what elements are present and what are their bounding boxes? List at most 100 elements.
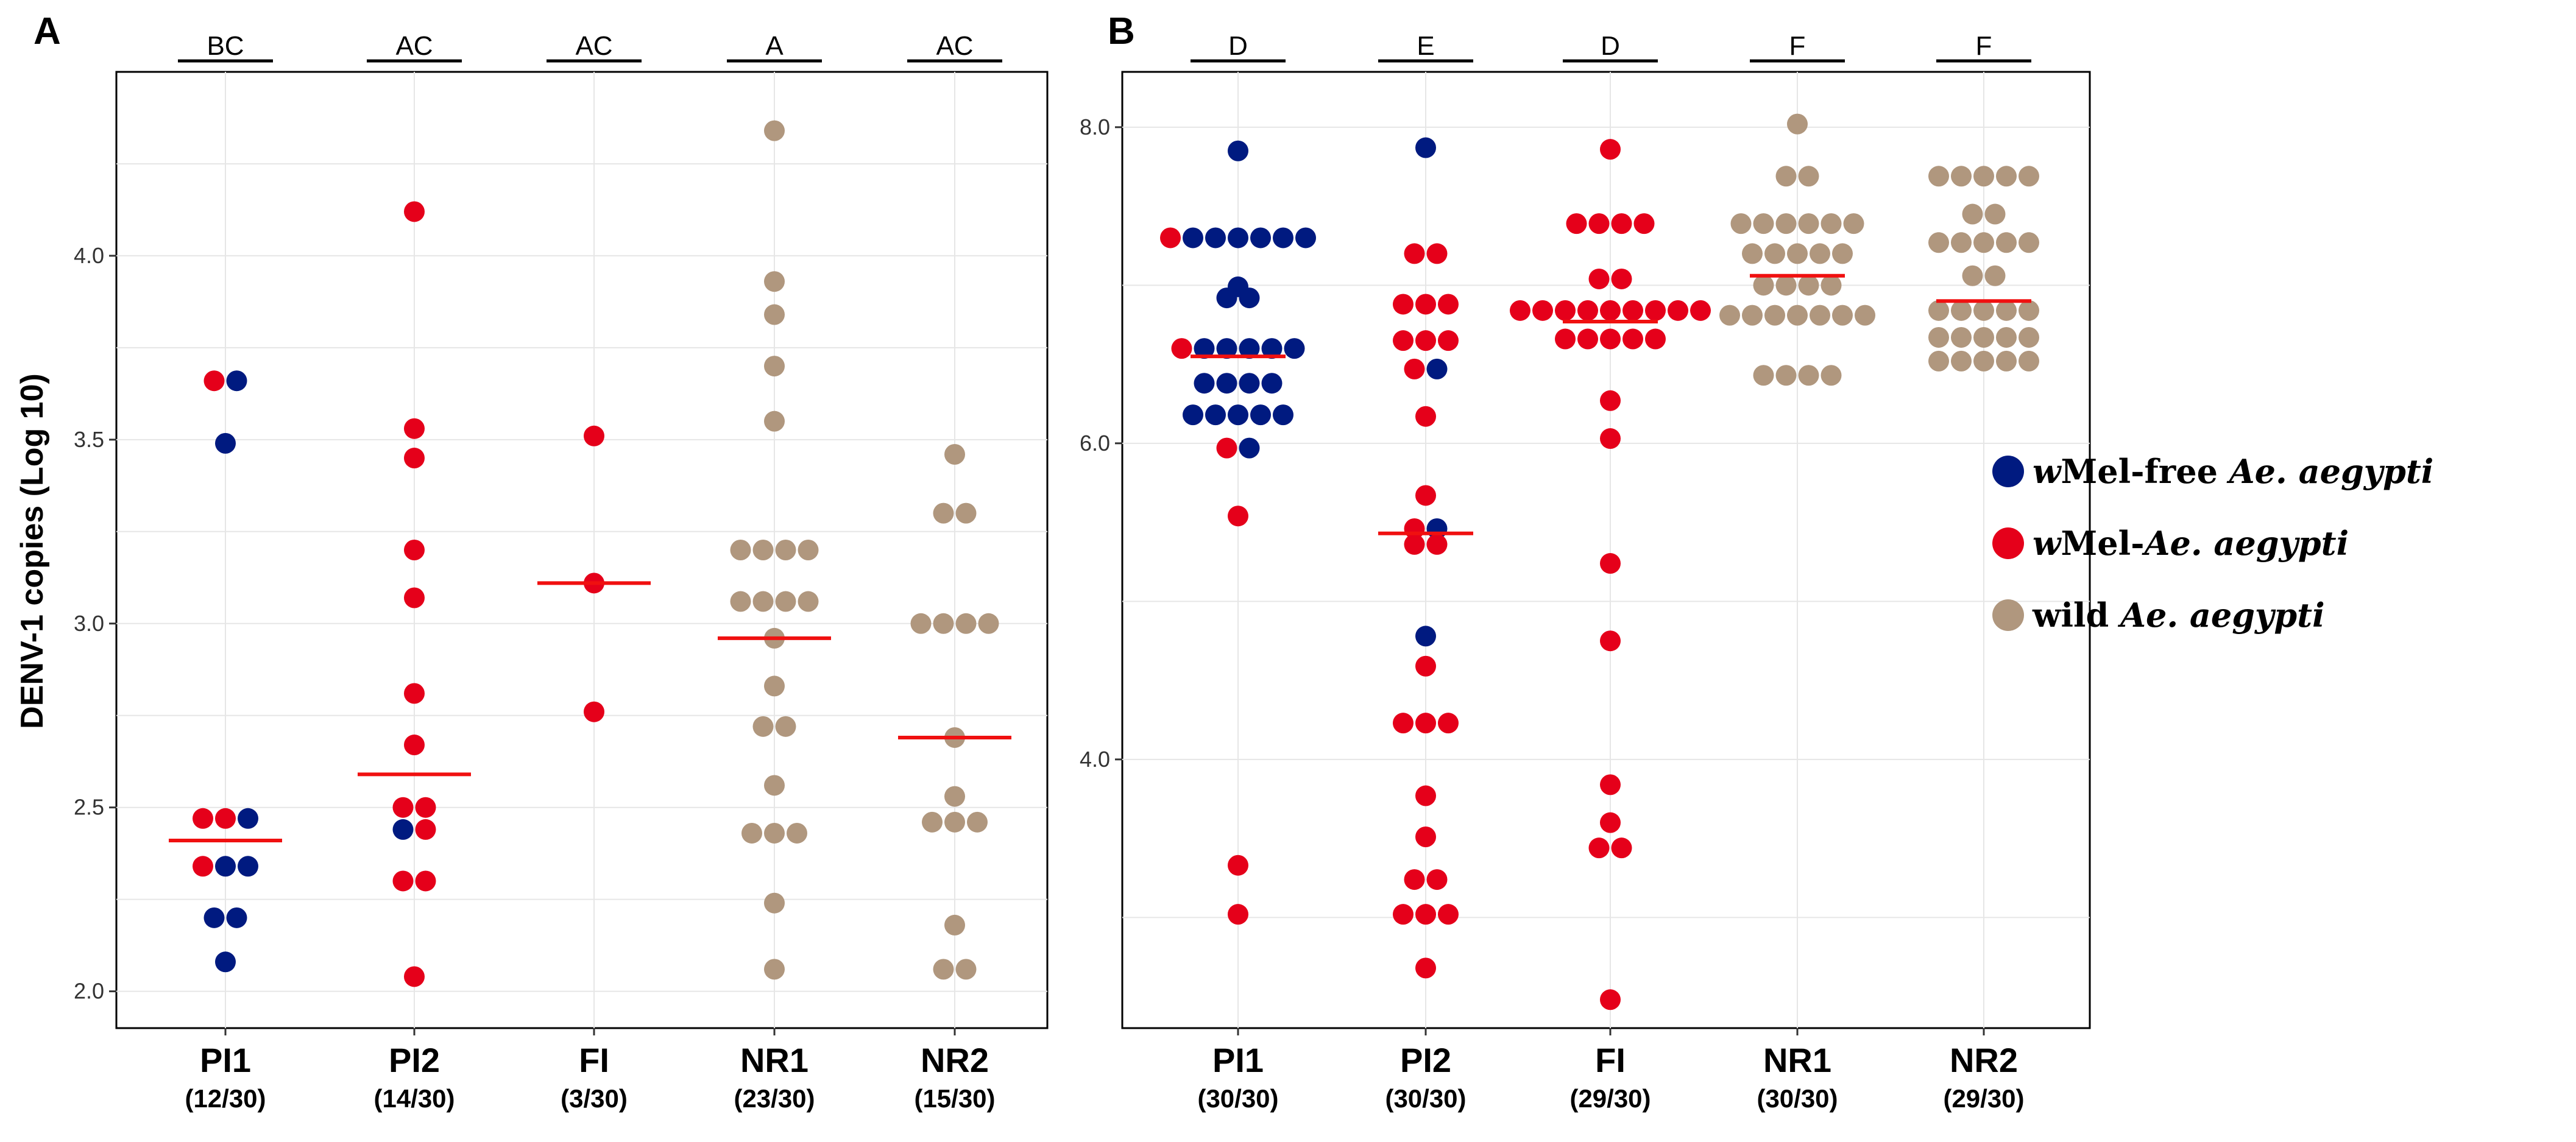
panel-b-nr2-point xyxy=(2019,300,2039,321)
panel-b-nr1-point xyxy=(1730,213,1752,234)
panel-b-nr1-point xyxy=(1753,275,1774,296)
panel-a-nr1-point xyxy=(798,540,819,560)
panel-b-pi1-point xyxy=(1250,227,1271,248)
panel-a-y-tick-label: 2.0 xyxy=(74,979,104,1004)
panel-b-pi1-point xyxy=(1216,287,1237,309)
panel-b-nr2-point xyxy=(1928,350,1949,372)
panel-a-letter: A xyxy=(34,10,61,52)
panel-a-nr2-point xyxy=(955,959,977,980)
panel-b-fi-point xyxy=(1600,139,1621,160)
panel-b-pi2-point xyxy=(1438,713,1459,734)
panel-b-fi-point xyxy=(1600,300,1621,321)
panel-a-pi2-point xyxy=(404,201,425,222)
panel-b-pi2-point xyxy=(1415,485,1436,506)
panel-b-pi2-point xyxy=(1393,294,1414,315)
panel-b-nr1-point xyxy=(1719,305,1740,326)
panel-b-fi-point xyxy=(1622,328,1643,350)
panel-b-pi1-point xyxy=(1194,373,1215,394)
panel-b: B 4.0 6.0 8.0 D PI1 (30/30) E PI2 (30/30) D FI (29/… xyxy=(1080,10,2091,1113)
y-axis-label: DENV-1 copies (Log 10) xyxy=(15,373,50,729)
panel-b-pi2-point xyxy=(1393,330,1414,351)
panel-a-nr1-point xyxy=(764,959,785,980)
panel-a-pi1-point xyxy=(203,907,225,928)
panel-b-fi-point xyxy=(1600,989,1621,1010)
panel-b-nr2-point xyxy=(2019,232,2039,253)
panel-a-pi2-point xyxy=(404,418,425,439)
panel-b-fi-point xyxy=(1588,268,1610,289)
panel-b-fi-point xyxy=(1668,300,1688,321)
panel-b-fi-point xyxy=(1577,328,1598,350)
panel-a-pi1-point xyxy=(193,856,213,877)
panel-b-nr1-point xyxy=(1855,305,1875,326)
panel-b-pi2-point xyxy=(1404,869,1425,890)
panel-b-fi-point xyxy=(1566,213,1587,234)
panel-b-pi1-point xyxy=(1239,437,1260,459)
panel-a-pi1-point xyxy=(215,808,236,829)
panel-a-pi1-point xyxy=(238,808,258,829)
panel-b-nr2-point xyxy=(1973,326,1994,348)
panel-a-pi2-point xyxy=(404,448,425,469)
panel-a-nr2-sig-letter: AC xyxy=(936,31,973,61)
panel-b-pi2-point xyxy=(1438,904,1459,925)
panel-b-pi1-point xyxy=(1183,227,1203,248)
panel-b-pi1-point xyxy=(1216,338,1237,359)
panel-b-pi1-point xyxy=(1228,904,1248,925)
panel-b-pi1-point xyxy=(1216,437,1237,459)
panel-b-nr2-sig-letter: F xyxy=(1976,31,1992,61)
panel-b-nr1-point xyxy=(1764,305,1785,326)
panel-a-pi1-point xyxy=(203,370,225,392)
panel-b-fi-point xyxy=(1611,213,1632,234)
panel-b-fi-point xyxy=(1600,774,1621,795)
panel-b-nr1-point xyxy=(1798,275,1819,296)
panel-a-fi-point xyxy=(584,425,604,446)
panel-a-fi-sig-letter: AC xyxy=(575,31,612,61)
panel-b-nr1-point xyxy=(1775,275,1797,296)
panel-b-pi1-point xyxy=(1261,338,1283,359)
panel-b-pi1-point xyxy=(1284,338,1305,359)
panel-b-nr2-point xyxy=(2019,350,2039,372)
panel-b-pi1-point xyxy=(1295,227,1316,248)
panel-b-nr2-point xyxy=(1984,203,2006,225)
panel-b-nr1-point xyxy=(1775,213,1797,234)
panel-b-fi-point xyxy=(1600,812,1621,833)
panel-b-fi-label: FI xyxy=(1595,1041,1626,1079)
panel-a-nr1-point xyxy=(798,591,819,612)
panel-b-fi-point xyxy=(1600,630,1621,652)
panel-b-fi-point xyxy=(1555,328,1576,350)
panel-a-nr2-point xyxy=(944,914,965,936)
panel-b-nr1-point xyxy=(1775,166,1797,187)
panel-b-pi2-point xyxy=(1404,534,1425,555)
panel-b-pi2-point xyxy=(1415,827,1436,847)
panel-b-pi2-point xyxy=(1438,330,1459,351)
panel-b-fi-point xyxy=(1600,390,1621,411)
panel-a-pi2-label: PI2 xyxy=(389,1041,440,1079)
panel-a-nr2-point xyxy=(978,613,999,634)
panel-b-labels: 4.0 6.0 8.0 D PI1 (30/30) E PI2 (30/30) D FI (29/30… xyxy=(1080,31,2031,1113)
panel-b-pi1-point xyxy=(1228,140,1248,161)
panel-b-nr1-point xyxy=(1775,365,1797,386)
panel-b-nr1-sig-letter: F xyxy=(1789,31,1806,61)
panel-a-nr1-point xyxy=(764,304,785,325)
panel-b-pi1-point xyxy=(1183,404,1203,426)
panel-a-nr2-point xyxy=(944,444,965,465)
panel-b-fi-point xyxy=(1645,328,1666,350)
panel-b-nr1-point xyxy=(1821,275,1842,296)
panel-b-nr1-point xyxy=(1798,365,1819,386)
panel-b-fi-point xyxy=(1633,213,1655,234)
panel-a-pi2-point xyxy=(392,819,414,840)
panel-a-pi2-point xyxy=(392,797,414,818)
panel-b-nr2-count: (29/30) xyxy=(1943,1084,2024,1113)
panel-b-pi2-sig-letter: E xyxy=(1417,31,1434,61)
panel-b-pi2-label: PI2 xyxy=(1400,1041,1451,1079)
panel-b-pi2-point xyxy=(1415,137,1436,158)
panel-b-nr2-point xyxy=(2019,326,2039,348)
panel-b-pi2-point xyxy=(1438,294,1459,315)
panel-a-nr1-point xyxy=(752,591,774,612)
panel-b-y-tick-label: 6.0 xyxy=(1080,431,1110,456)
panel-a-nr2-point xyxy=(910,613,932,634)
panel-b-pi2-point xyxy=(1415,626,1436,647)
legend-item-wmel: wMel-Ae. aegypti xyxy=(1992,523,2433,564)
panel-b-pi2-point xyxy=(1404,243,1425,264)
panel-b-nr1-point xyxy=(1832,243,1853,264)
panel-a-nr2-point xyxy=(922,811,943,833)
